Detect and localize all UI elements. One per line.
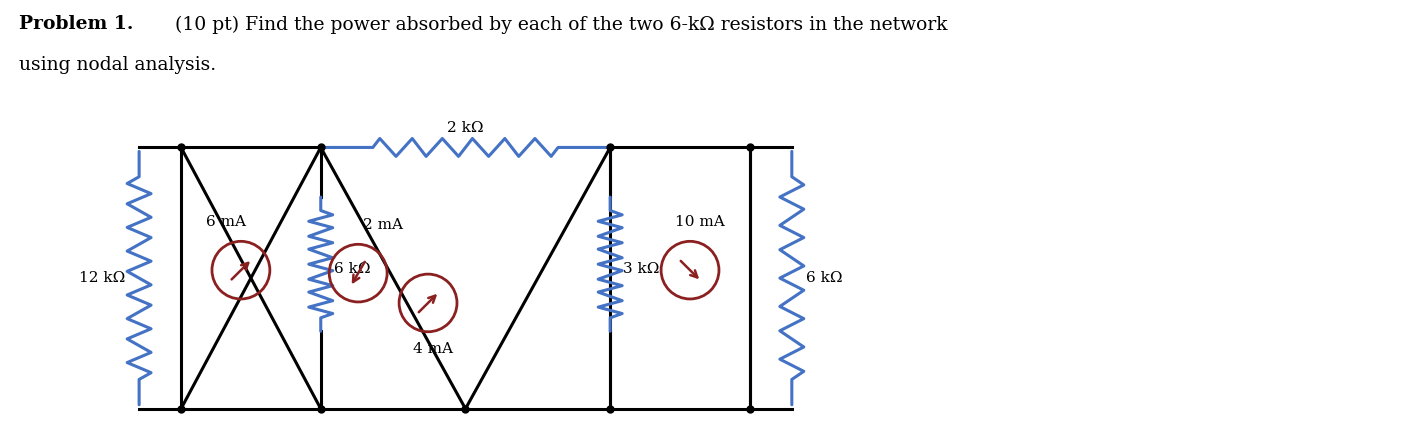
Text: 2 mA: 2 mA [364, 219, 403, 232]
Text: 10 mA: 10 mA [675, 216, 724, 229]
Text: Problem 1.: Problem 1. [20, 15, 133, 33]
Text: 2 kΩ: 2 kΩ [448, 121, 484, 134]
Text: 3 kΩ: 3 kΩ [623, 262, 660, 276]
Text: 4 mA: 4 mA [413, 342, 453, 356]
Text: (10 pt) Find the power absorbed by each of the two 6-kΩ resistors in the network: (10 pt) Find the power absorbed by each … [168, 15, 948, 34]
Text: using nodal analysis.: using nodal analysis. [20, 56, 216, 74]
Text: 6 kΩ: 6 kΩ [806, 271, 842, 285]
Text: 12 kΩ: 12 kΩ [79, 271, 125, 285]
Text: 6 kΩ: 6 kΩ [334, 262, 371, 276]
Text: 6 mA: 6 mA [206, 216, 246, 229]
